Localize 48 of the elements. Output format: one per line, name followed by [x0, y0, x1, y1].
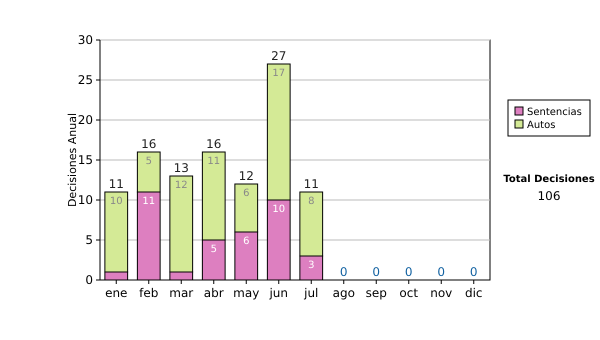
x-tick-label: dic [464, 286, 483, 300]
total-label: 0 [470, 265, 478, 279]
total-label: 0 [340, 265, 348, 279]
x-tick-label: oct [399, 286, 418, 300]
y-axis-title: Decisiones Anual [66, 112, 79, 208]
total-label: 27 [271, 49, 286, 63]
data-label: 11 [207, 156, 220, 167]
total-label: 16 [141, 137, 156, 151]
x-tick-label: jun [268, 286, 288, 300]
y-tick-label: 10 [78, 193, 93, 207]
x-tick-label: nov [430, 286, 452, 300]
x-tick-label: mar [169, 286, 194, 300]
legend-label: Sentencias [527, 107, 582, 118]
total-label: 0 [372, 265, 380, 279]
data-label: 6 [243, 236, 250, 247]
data-label: 6 [243, 188, 250, 199]
data-label: 17 [272, 68, 286, 79]
total-label: 11 [304, 177, 319, 191]
x-tick-label: ago [332, 286, 355, 300]
total-label: 0 [404, 265, 413, 279]
total-label: 12 [238, 169, 254, 183]
text: 106 [538, 189, 560, 203]
x-tick-label: ene [105, 286, 128, 300]
data-label: 10 [110, 196, 123, 207]
x-tick-label: jul [303, 286, 318, 300]
x-tick-label: feb [139, 286, 158, 300]
y-tick-label: 30 [78, 33, 93, 47]
total-label: 11 [108, 177, 124, 191]
total-label: 13 [174, 161, 189, 175]
y-tick-label: 15 [78, 153, 93, 167]
y-tick-label: 0 [85, 273, 93, 287]
x-tick-label: may [233, 286, 260, 300]
data-label: 10 [272, 204, 286, 215]
data-label: 8 [308, 196, 314, 207]
legend-label: Autos [527, 120, 556, 131]
data-label: 11 [142, 196, 156, 207]
data-label: 3 [308, 260, 314, 271]
data-label: 12 [174, 180, 188, 191]
x-tick-label: sep [366, 286, 387, 300]
data-label: 5 [210, 244, 217, 255]
y-tick-label: 20 [78, 113, 93, 127]
text: Total Decisiones [503, 174, 595, 185]
y-tick-label: 5 [85, 233, 93, 247]
data-label: 5 [146, 156, 152, 167]
total-label: 16 [206, 137, 222, 151]
total-label: 0 [437, 265, 446, 279]
y-tick-label: 25 [78, 73, 93, 87]
x-tick-label: abr [204, 286, 224, 300]
